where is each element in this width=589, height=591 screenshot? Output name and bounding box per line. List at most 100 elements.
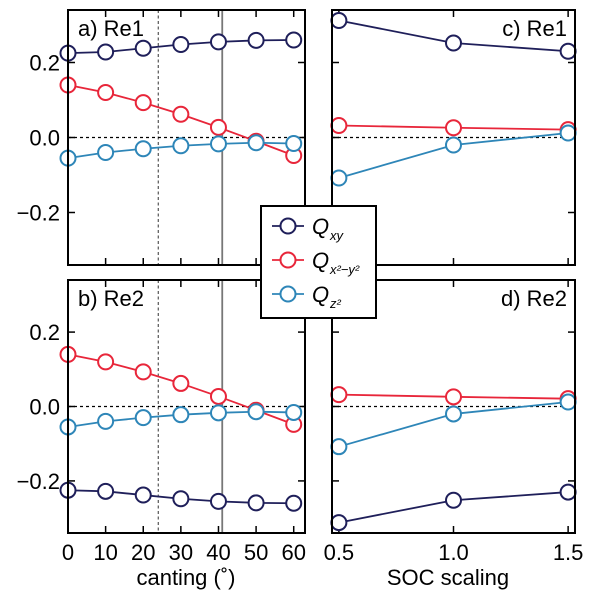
plot-frame: [67, 279, 306, 534]
data-point: [285, 31, 303, 49]
y-tick-label: 0.2: [29, 51, 60, 76]
data-point: [209, 135, 227, 153]
data-point: [445, 491, 462, 509]
data-point: [97, 412, 115, 430]
plot-frame: [331, 279, 576, 534]
legend-label: Q: [312, 282, 329, 307]
series-qx2y2: [330, 386, 577, 408]
data-point: [330, 438, 348, 456]
data-point: [209, 33, 227, 51]
plot-frame: [67, 9, 306, 266]
data-point: [172, 374, 190, 392]
data-point: [172, 406, 190, 424]
x-tick-label: 1.5: [553, 540, 584, 565]
data-point: [330, 117, 348, 134]
plot-frame: [331, 9, 576, 266]
legend-marker: [279, 285, 297, 303]
legend-subscript: z²: [329, 296, 342, 311]
data-point: [559, 124, 577, 142]
legend-label: Q: [312, 214, 329, 239]
y-tick-label: −0.2: [17, 469, 60, 494]
data-point: [209, 118, 227, 136]
data-point: [97, 43, 115, 61]
data-point: [330, 169, 348, 187]
data-point: [134, 39, 152, 57]
data-point: [172, 105, 190, 123]
panel-label: c) Re1: [502, 16, 567, 41]
series-qz2: [59, 134, 303, 167]
data-point: [285, 403, 303, 421]
data-point: [285, 135, 303, 152]
panel-label: b) Re2: [78, 286, 144, 311]
series-qxy: [59, 481, 303, 512]
data-point: [209, 387, 227, 405]
panel-c: c) Re1: [330, 9, 577, 266]
data-point: [247, 403, 265, 421]
panel-label: a) Re1: [78, 16, 144, 41]
data-point: [559, 42, 577, 60]
x-tick-label: 30: [169, 540, 193, 565]
data-point: [134, 486, 152, 504]
series-qx2y2: [330, 117, 577, 139]
data-point: [247, 494, 265, 512]
series-qz2: [59, 403, 303, 436]
data-point: [134, 94, 152, 112]
series-qz2: [330, 124, 577, 187]
data-point: [172, 490, 190, 508]
y-tick-label: 0.0: [29, 126, 60, 151]
data-point: [559, 393, 577, 411]
data-point: [559, 483, 577, 501]
x-tick-label: 60: [281, 540, 305, 565]
legend-label: Q: [312, 248, 329, 273]
data-point: [247, 134, 265, 152]
legend-marker: [279, 251, 297, 269]
data-point: [97, 482, 115, 500]
x-tick-label: 40: [206, 540, 230, 565]
data-point: [209, 492, 227, 510]
x-axis-title: canting (˚): [136, 565, 235, 590]
data-point: [330, 12, 348, 29]
legend-subscript: x²−y²: [329, 262, 360, 277]
data-point: [97, 84, 115, 101]
data-point: [330, 514, 348, 532]
panels: 0.2 0.0 −0.2 a) Re1 0.2 0.0 −0.2 0 10 20 30 40 50 60 c…: [17, 9, 584, 590]
x-tick-label: 0.5: [324, 540, 355, 565]
y-tick-label: 0.2: [29, 320, 60, 345]
legend-subscript: xy: [329, 228, 345, 243]
data-point: [97, 353, 115, 371]
data-point: [445, 388, 462, 406]
x-tick-label: 50: [244, 540, 268, 565]
x-tick-label: 1.0: [438, 540, 469, 565]
series-qxy: [330, 483, 577, 532]
x-tick-label: 0: [62, 540, 74, 565]
data-point: [134, 409, 152, 427]
data-point: [330, 386, 348, 404]
panel-label: d) Re2: [501, 286, 567, 311]
data-point: [445, 34, 462, 52]
series-qxy: [59, 31, 303, 62]
y-tick-label: −0.2: [17, 201, 60, 226]
panel-a: 0.2 0.0 −0.2 a) Re1: [17, 9, 306, 266]
data-point: [172, 137, 190, 155]
data-point: [209, 404, 227, 422]
panel-b: 0.2 0.0 −0.2 0 10 20 30 40 50 60 canting (˚) b) Re2: [17, 279, 306, 590]
data-point: [445, 119, 462, 137]
data-point: [285, 494, 303, 512]
panel-d: 0.5 1.0 1.5 SOC scaling d) Re2: [324, 279, 584, 590]
data-point: [172, 36, 190, 53]
data-point: [134, 140, 152, 158]
y-tick-label: 0.0: [29, 395, 60, 420]
data-point: [97, 144, 115, 161]
data-point: [445, 136, 462, 154]
data-point: [247, 31, 265, 49]
x-tick-label: 20: [131, 540, 155, 565]
x-tick-label: 10: [93, 540, 117, 565]
data-point: [134, 363, 152, 381]
data-point: [445, 405, 462, 423]
legend-marker: [279, 217, 297, 235]
